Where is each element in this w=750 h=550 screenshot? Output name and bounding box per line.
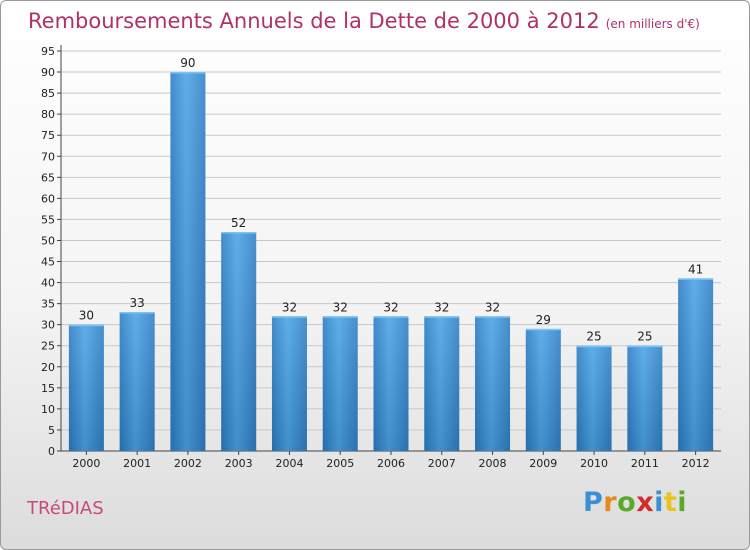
labels: 0 5 10 15 20 25 30 35 40 45 50 55 60 65 70 75 80 85 90 95 30… bbox=[41, 45, 710, 470]
x-tick-label: 2007 bbox=[428, 457, 456, 470]
y-tick-label: 90 bbox=[41, 66, 55, 79]
x-tick-label: 2012 bbox=[682, 457, 710, 470]
bar-chart: 0 5 10 15 20 25 30 35 40 45 50 55 60 65 70 75 80 85 90 95 30… bbox=[41, 45, 721, 470]
x-tick-label: 2000 bbox=[72, 457, 100, 470]
data-label: 32 bbox=[485, 300, 500, 314]
bar bbox=[68, 324, 104, 451]
data-label: 25 bbox=[586, 330, 601, 344]
y-tick-label: 85 bbox=[41, 87, 55, 100]
bars bbox=[68, 72, 714, 451]
bar bbox=[221, 232, 257, 451]
chart-title-text: Remboursements Annuels de la Dette de 20… bbox=[28, 9, 600, 33]
logo-letter: i bbox=[654, 487, 664, 518]
chart-unit-note: (en milliers d'€) bbox=[605, 17, 700, 31]
y-tick-label: 75 bbox=[41, 129, 55, 142]
logo-letter: o bbox=[617, 487, 637, 518]
chart-title: Remboursements Annuels de la Dette de 20… bbox=[28, 9, 700, 33]
x-tick-label: 2001 bbox=[123, 457, 151, 470]
data-label: 32 bbox=[434, 300, 449, 314]
x-tick-label: 2003 bbox=[225, 457, 253, 470]
data-label: 32 bbox=[282, 300, 297, 314]
bar bbox=[373, 316, 409, 451]
data-label: 30 bbox=[79, 309, 94, 323]
y-tick-label: 25 bbox=[41, 340, 55, 353]
logo-letter: i bbox=[677, 487, 688, 518]
y-tick-label: 20 bbox=[41, 361, 55, 374]
y-tick-label: 40 bbox=[41, 277, 55, 290]
x-tick-label: 2011 bbox=[631, 457, 659, 470]
y-tick-label: 70 bbox=[41, 150, 55, 163]
proxiti-logo[interactable]: Proxiti bbox=[583, 487, 687, 518]
y-tick-label: 60 bbox=[41, 192, 55, 205]
bar bbox=[627, 345, 663, 451]
data-label: 33 bbox=[130, 296, 145, 310]
y-tick-label: 0 bbox=[48, 445, 55, 458]
y-tick-label: 30 bbox=[41, 319, 55, 332]
y-tick-label: 65 bbox=[41, 171, 55, 184]
data-label: 32 bbox=[383, 300, 398, 314]
logo-letter: P bbox=[583, 487, 604, 518]
logo-letter: t bbox=[663, 487, 678, 518]
y-tick-label: 95 bbox=[41, 45, 55, 58]
bar bbox=[322, 316, 358, 451]
x-tick-label: 2010 bbox=[580, 457, 608, 470]
y-tick-label: 15 bbox=[41, 382, 55, 395]
bar bbox=[170, 72, 206, 451]
y-tick-label: 80 bbox=[41, 108, 55, 121]
x-tick-label: 2009 bbox=[529, 457, 557, 470]
data-label: 29 bbox=[536, 313, 551, 327]
logo-letter: x bbox=[636, 487, 655, 518]
x-tick-label: 2002 bbox=[174, 457, 202, 470]
y-tick-label: 50 bbox=[41, 234, 55, 247]
bar bbox=[424, 316, 460, 451]
data-label: 90 bbox=[180, 56, 195, 70]
bar bbox=[525, 328, 561, 451]
y-tick-label: 10 bbox=[41, 403, 55, 416]
logo-letter: r bbox=[603, 487, 618, 518]
y-tick-label: 5 bbox=[48, 424, 55, 437]
data-label: 25 bbox=[637, 330, 652, 344]
bar bbox=[271, 316, 307, 451]
x-tick-label: 2004 bbox=[275, 457, 303, 470]
bar bbox=[576, 345, 612, 451]
y-tick-label: 55 bbox=[41, 213, 55, 226]
data-label: 52 bbox=[231, 216, 246, 230]
bar bbox=[119, 312, 155, 451]
x-tick-label: 2006 bbox=[377, 457, 405, 470]
x-tick-label: 2005 bbox=[326, 457, 354, 470]
y-tick-label: 45 bbox=[41, 256, 55, 269]
y-tick-label: 35 bbox=[41, 298, 55, 311]
commune-name: TRéDIAS bbox=[27, 498, 104, 519]
bar bbox=[678, 278, 714, 451]
data-label: 41 bbox=[688, 262, 703, 276]
data-label: 32 bbox=[333, 300, 348, 314]
x-tick-label: 2008 bbox=[479, 457, 507, 470]
bar bbox=[475, 316, 511, 451]
